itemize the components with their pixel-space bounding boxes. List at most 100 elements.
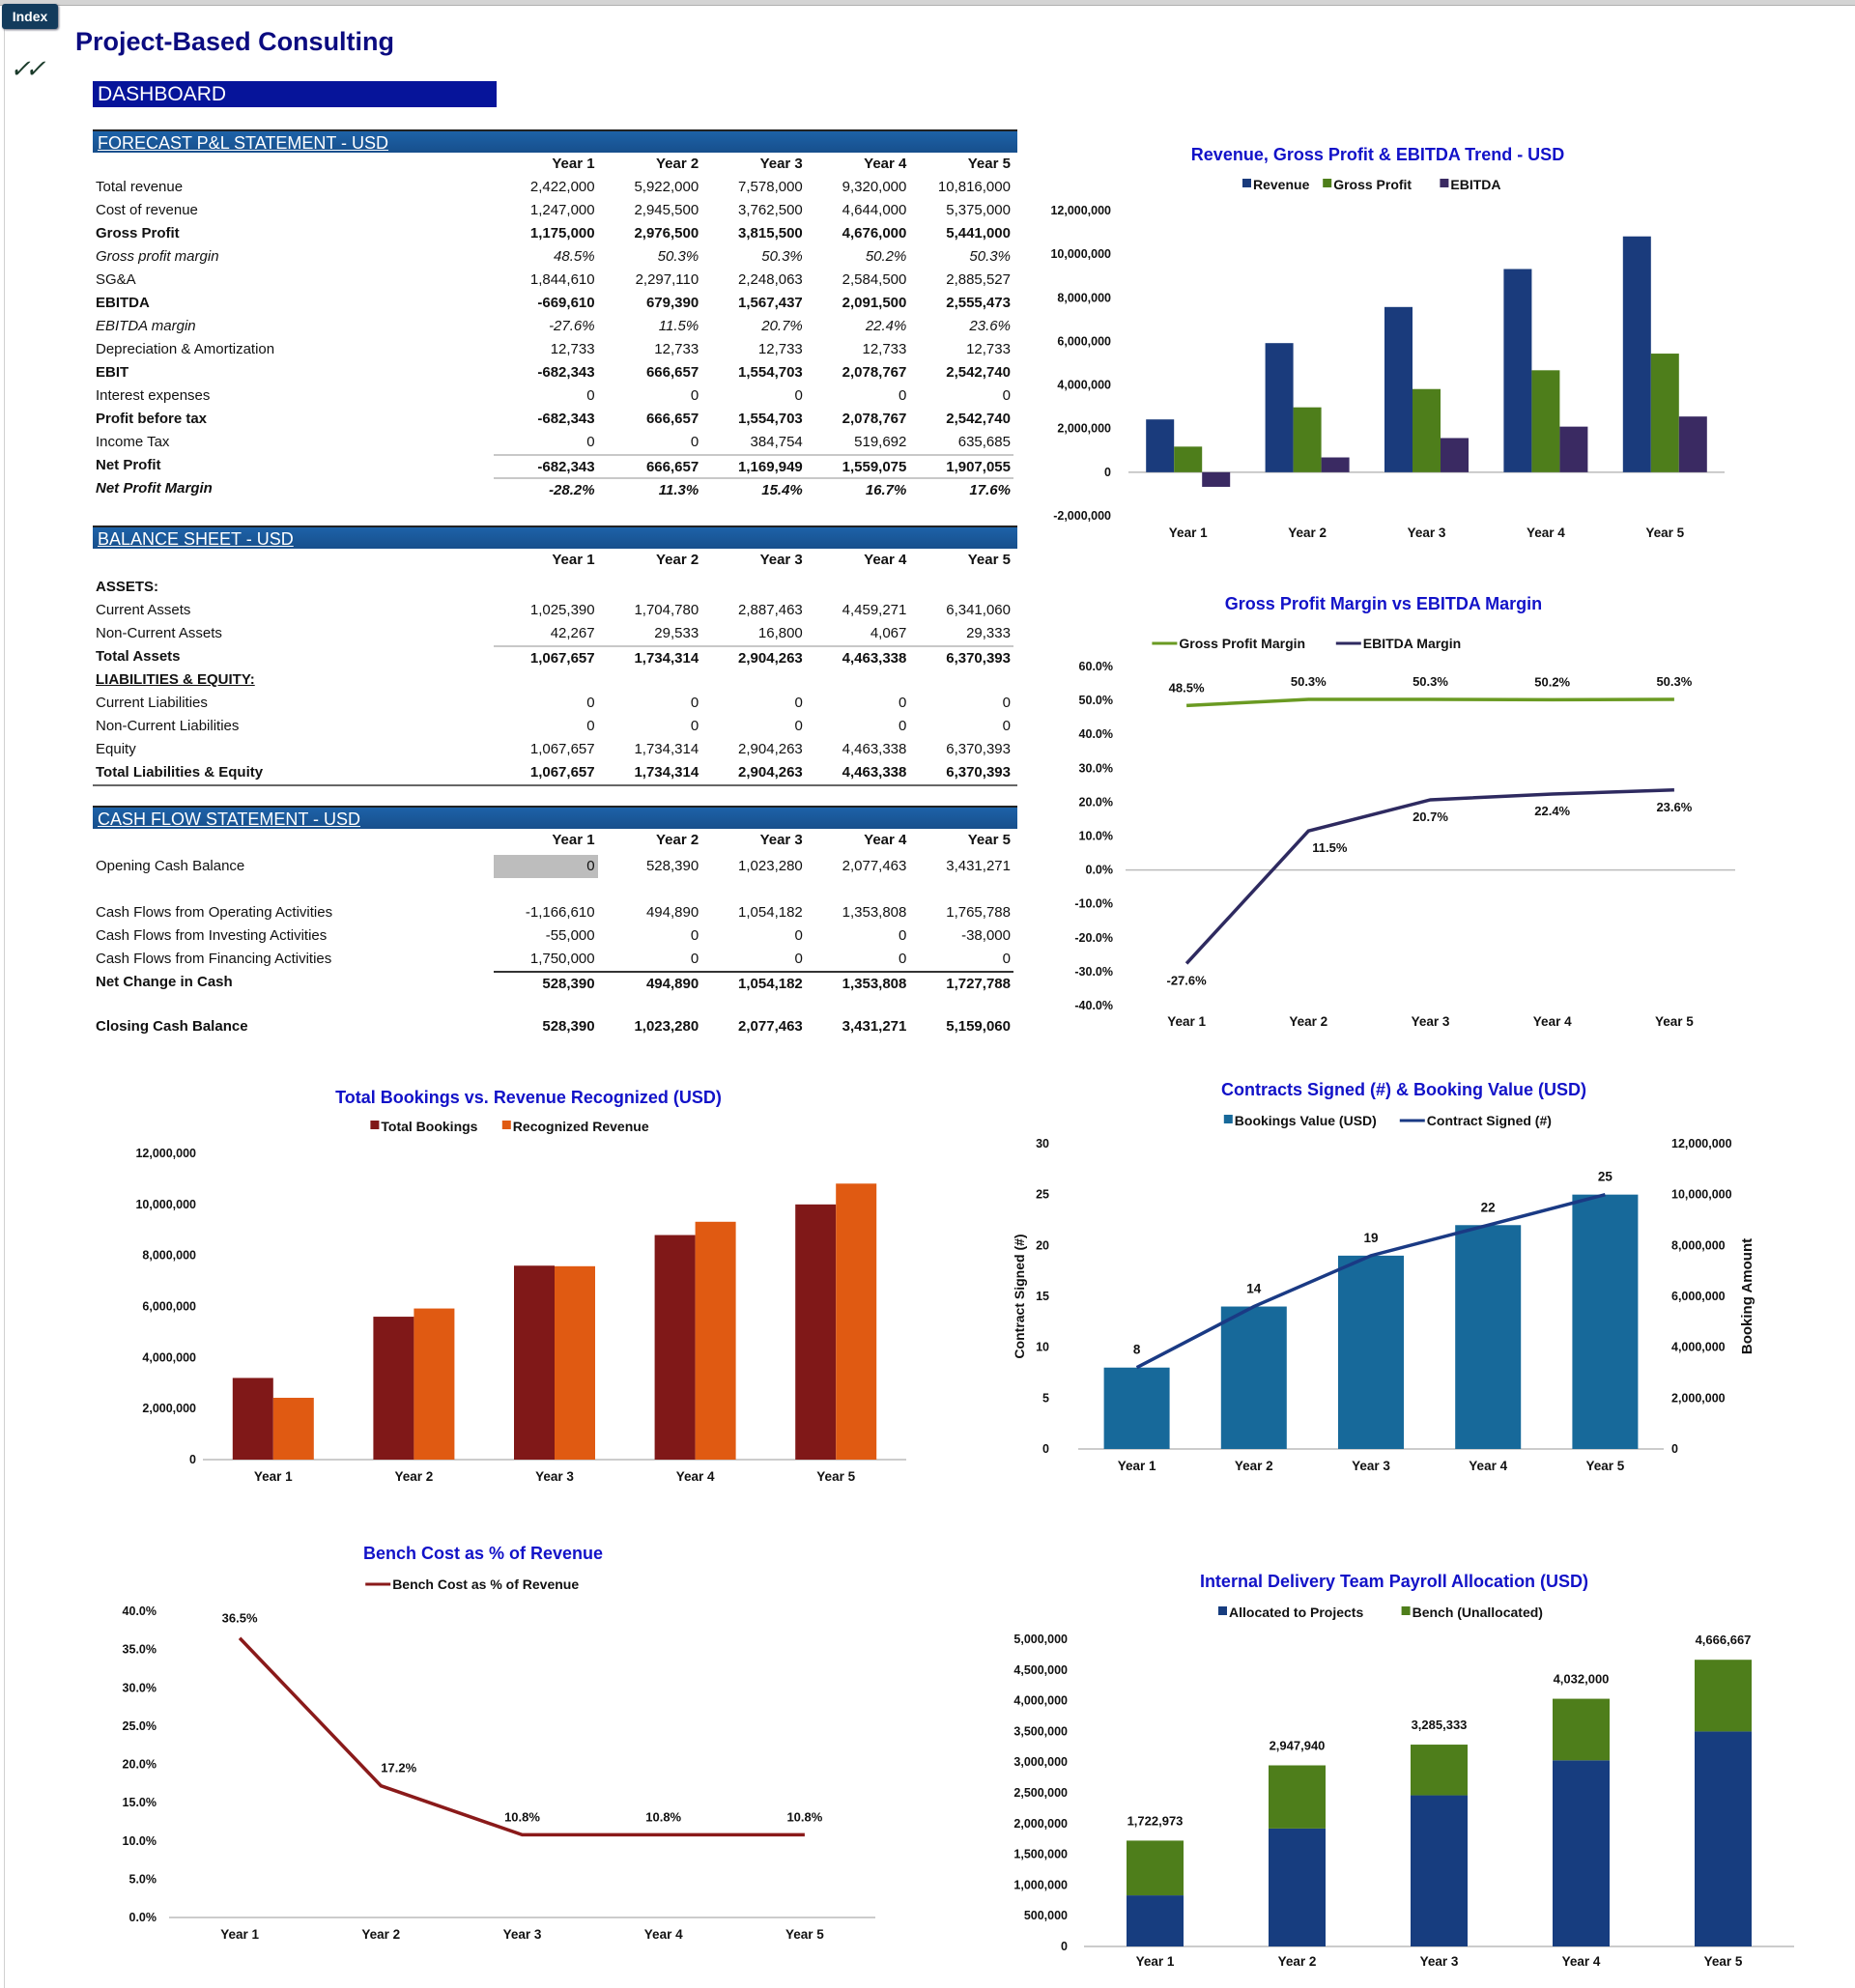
y-tick-label: 1,500,000 xyxy=(1013,1848,1068,1861)
cell-value: 1,023,280 xyxy=(634,1018,699,1035)
cell-value: 666,657 xyxy=(645,411,699,427)
cell-value: 1,567,437 xyxy=(738,295,803,311)
data-label: 19 xyxy=(1363,1231,1378,1245)
cell-value: 528,390 xyxy=(645,858,699,874)
row-label-text: Total Assets xyxy=(96,648,181,665)
year-header: Year 2 xyxy=(655,832,699,848)
cell-value: 1,907,055 xyxy=(909,454,1013,477)
data-label: -27.6% xyxy=(1166,973,1207,987)
cell-value: 0 xyxy=(794,718,803,734)
cell-value: 12,733 xyxy=(757,341,803,357)
row-label-text: Depreciation & Amortization xyxy=(96,341,275,357)
y-tick-label: 10,000,000 xyxy=(1050,247,1111,261)
legend-swatch xyxy=(370,1121,380,1129)
row-label: EBITDA xyxy=(93,292,494,315)
row-label: Cash Flows from Financing Activities xyxy=(93,948,494,971)
cell-value: 12,733 xyxy=(654,341,699,357)
bar-revenue xyxy=(1622,236,1651,472)
cell-value: 0 xyxy=(690,927,699,944)
cell-value: 6,370,393 xyxy=(946,764,1011,781)
bar-total-bookings xyxy=(654,1235,696,1460)
table-row: Net Profit -682,343 666,657 1,169,949 1,559,… xyxy=(93,454,1017,477)
row-label: LIABILITIES & EQUITY: xyxy=(93,668,494,692)
bar-bench xyxy=(1269,1765,1326,1829)
cell-value: 2,555,473 xyxy=(946,295,1011,311)
cell-value: 635,685 xyxy=(957,434,1011,450)
row-label: EBITDA margin xyxy=(93,315,494,338)
cell-value: 4,067 xyxy=(870,625,907,641)
y-tick-label: -40.0% xyxy=(1074,999,1113,1012)
row-label-text: Profit before tax xyxy=(96,411,208,427)
cell-value: 3,815,500 xyxy=(738,225,803,241)
y-tick-label: 8,000,000 xyxy=(1057,291,1111,304)
row-label-text: Equity xyxy=(96,741,136,757)
y-tick-label: 0.0% xyxy=(129,1911,157,1924)
cell-value: 1,175,000 xyxy=(529,225,595,241)
bar-allocated xyxy=(1127,1895,1184,1946)
cell-value[interactable]: 0 xyxy=(494,855,598,878)
data-label: 11.5% xyxy=(1312,840,1348,855)
table-row: Depreciation & Amortization 12,733 12,733 1… xyxy=(93,338,1017,361)
cell-value: 0 xyxy=(1002,387,1011,404)
cell-value: 5,922,000 xyxy=(634,179,699,195)
legend-label: Recognized Revenue xyxy=(513,1119,649,1134)
x-tick-label: Year 1 xyxy=(220,1927,259,1942)
cell-value: 494,890 xyxy=(645,904,699,921)
x-tick-label: Year 5 xyxy=(1655,1014,1694,1029)
y-tick-label: 20.0% xyxy=(1079,795,1113,809)
cell-value: 0 xyxy=(1002,695,1011,711)
chart-title: Internal Delivery Team Payroll Allocatio… xyxy=(1200,1572,1588,1591)
table-row: Cost of revenue 1,247,000 2,945,500 3,762,5… xyxy=(93,199,1017,222)
index-button[interactable]: Index xyxy=(2,4,58,29)
row-label: Cash Flows from Operating Activities xyxy=(93,901,494,924)
y-tick-label: 10.0% xyxy=(123,1834,157,1848)
row-label-text: Total revenue xyxy=(96,179,184,195)
row-label: Total revenue xyxy=(93,176,494,199)
data-label: 20.7% xyxy=(1413,809,1448,824)
table-row: Total Liabilities & Equity 1,067,657 1,734… xyxy=(93,761,1017,784)
y2-tick-label: 0 xyxy=(1671,1442,1678,1456)
cell-value: 519,692 xyxy=(854,434,907,450)
bar-bench xyxy=(1695,1660,1752,1732)
data-label: 22 xyxy=(1481,1200,1496,1214)
row-label: EBIT xyxy=(93,361,494,384)
legend-label: EBITDA xyxy=(1450,177,1500,192)
row-label: Net Change in Cash xyxy=(93,971,494,994)
cell-value: 1,750,000 xyxy=(529,951,595,967)
cell-value: 50.2% xyxy=(865,248,907,265)
bar-recognized-revenue xyxy=(272,1398,314,1460)
table-row: Income Tax 0 0 384,754 519,692 635,685 xyxy=(93,431,1017,454)
cell-value: 5,159,060 xyxy=(946,1018,1011,1035)
bar-gross-profit xyxy=(1174,446,1203,472)
cell-value: 9,320,000 xyxy=(842,179,907,195)
line-contracts-signed xyxy=(1135,1192,1606,1370)
y-tick-label: 15.0% xyxy=(123,1796,157,1809)
cell-value: 2,904,263 xyxy=(738,764,803,781)
y-tick-label: 6,000,000 xyxy=(1057,334,1111,348)
bar-revenue xyxy=(1265,343,1294,472)
x-tick-label: Year 3 xyxy=(1420,1954,1459,1969)
year-header: Year 1 xyxy=(552,832,595,848)
cell-value: 0 xyxy=(794,927,803,944)
year-header: Year 4 xyxy=(864,552,907,568)
table-row: Gross Profit 1,175,000 2,976,500 3,815,500 4… xyxy=(93,222,1017,245)
cell-value: 0 xyxy=(586,387,595,404)
total-label: 3,285,333 xyxy=(1412,1718,1468,1732)
bar-gross-profit xyxy=(1650,354,1679,472)
year-header: Year 3 xyxy=(759,832,803,848)
x-tick-label: Year 1 xyxy=(1169,525,1208,540)
row-label: SG&A xyxy=(93,269,494,292)
row-label-text: EBITDA margin xyxy=(96,318,196,334)
chart-title: Total Bookings vs. Revenue Recognized (U… xyxy=(335,1088,722,1107)
row-label-text: Gross profit margin xyxy=(96,248,219,265)
cell-value: 494,890 xyxy=(597,971,702,994)
row-label: ASSETS: xyxy=(93,576,494,599)
y-tick-label: 0.0% xyxy=(1086,864,1114,877)
bar-ebitda xyxy=(1321,457,1350,472)
spreadsheet-column-header xyxy=(0,0,1855,6)
cell-value: 1,559,075 xyxy=(805,454,910,477)
legend-label: Revenue xyxy=(1253,177,1310,192)
x-tick-label: Year 5 xyxy=(1645,525,1684,540)
bar-bookings-value xyxy=(1572,1194,1639,1449)
cell-value: 0 xyxy=(899,951,907,967)
